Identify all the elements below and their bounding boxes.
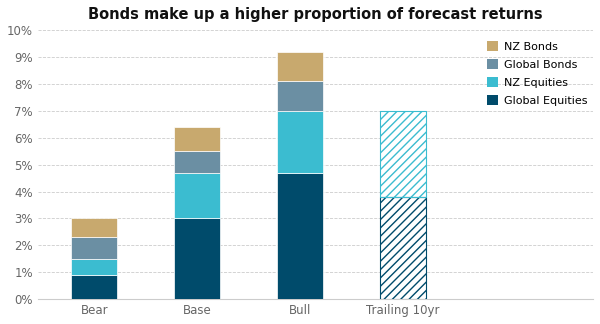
Bar <box>71 237 118 259</box>
Bar <box>174 173 220 218</box>
Bar <box>174 127 220 151</box>
Bar <box>71 218 118 237</box>
Bar <box>380 197 426 299</box>
Legend: NZ Bonds, Global Bonds, NZ Equities, Global Equities: NZ Bonds, Global Bonds, NZ Equities, Glo… <box>487 41 587 106</box>
Bar <box>380 197 426 299</box>
Bar <box>277 52 323 81</box>
Bar <box>71 275 118 299</box>
Bar <box>277 81 323 111</box>
Bar <box>174 218 220 299</box>
Bar <box>380 111 426 197</box>
Bar <box>174 151 220 173</box>
Bar <box>380 111 426 197</box>
Bar <box>277 111 323 173</box>
Bar <box>277 173 323 299</box>
Title: Bonds make up a higher proportion of forecast returns: Bonds make up a higher proportion of for… <box>88 7 543 22</box>
Bar <box>71 259 118 275</box>
